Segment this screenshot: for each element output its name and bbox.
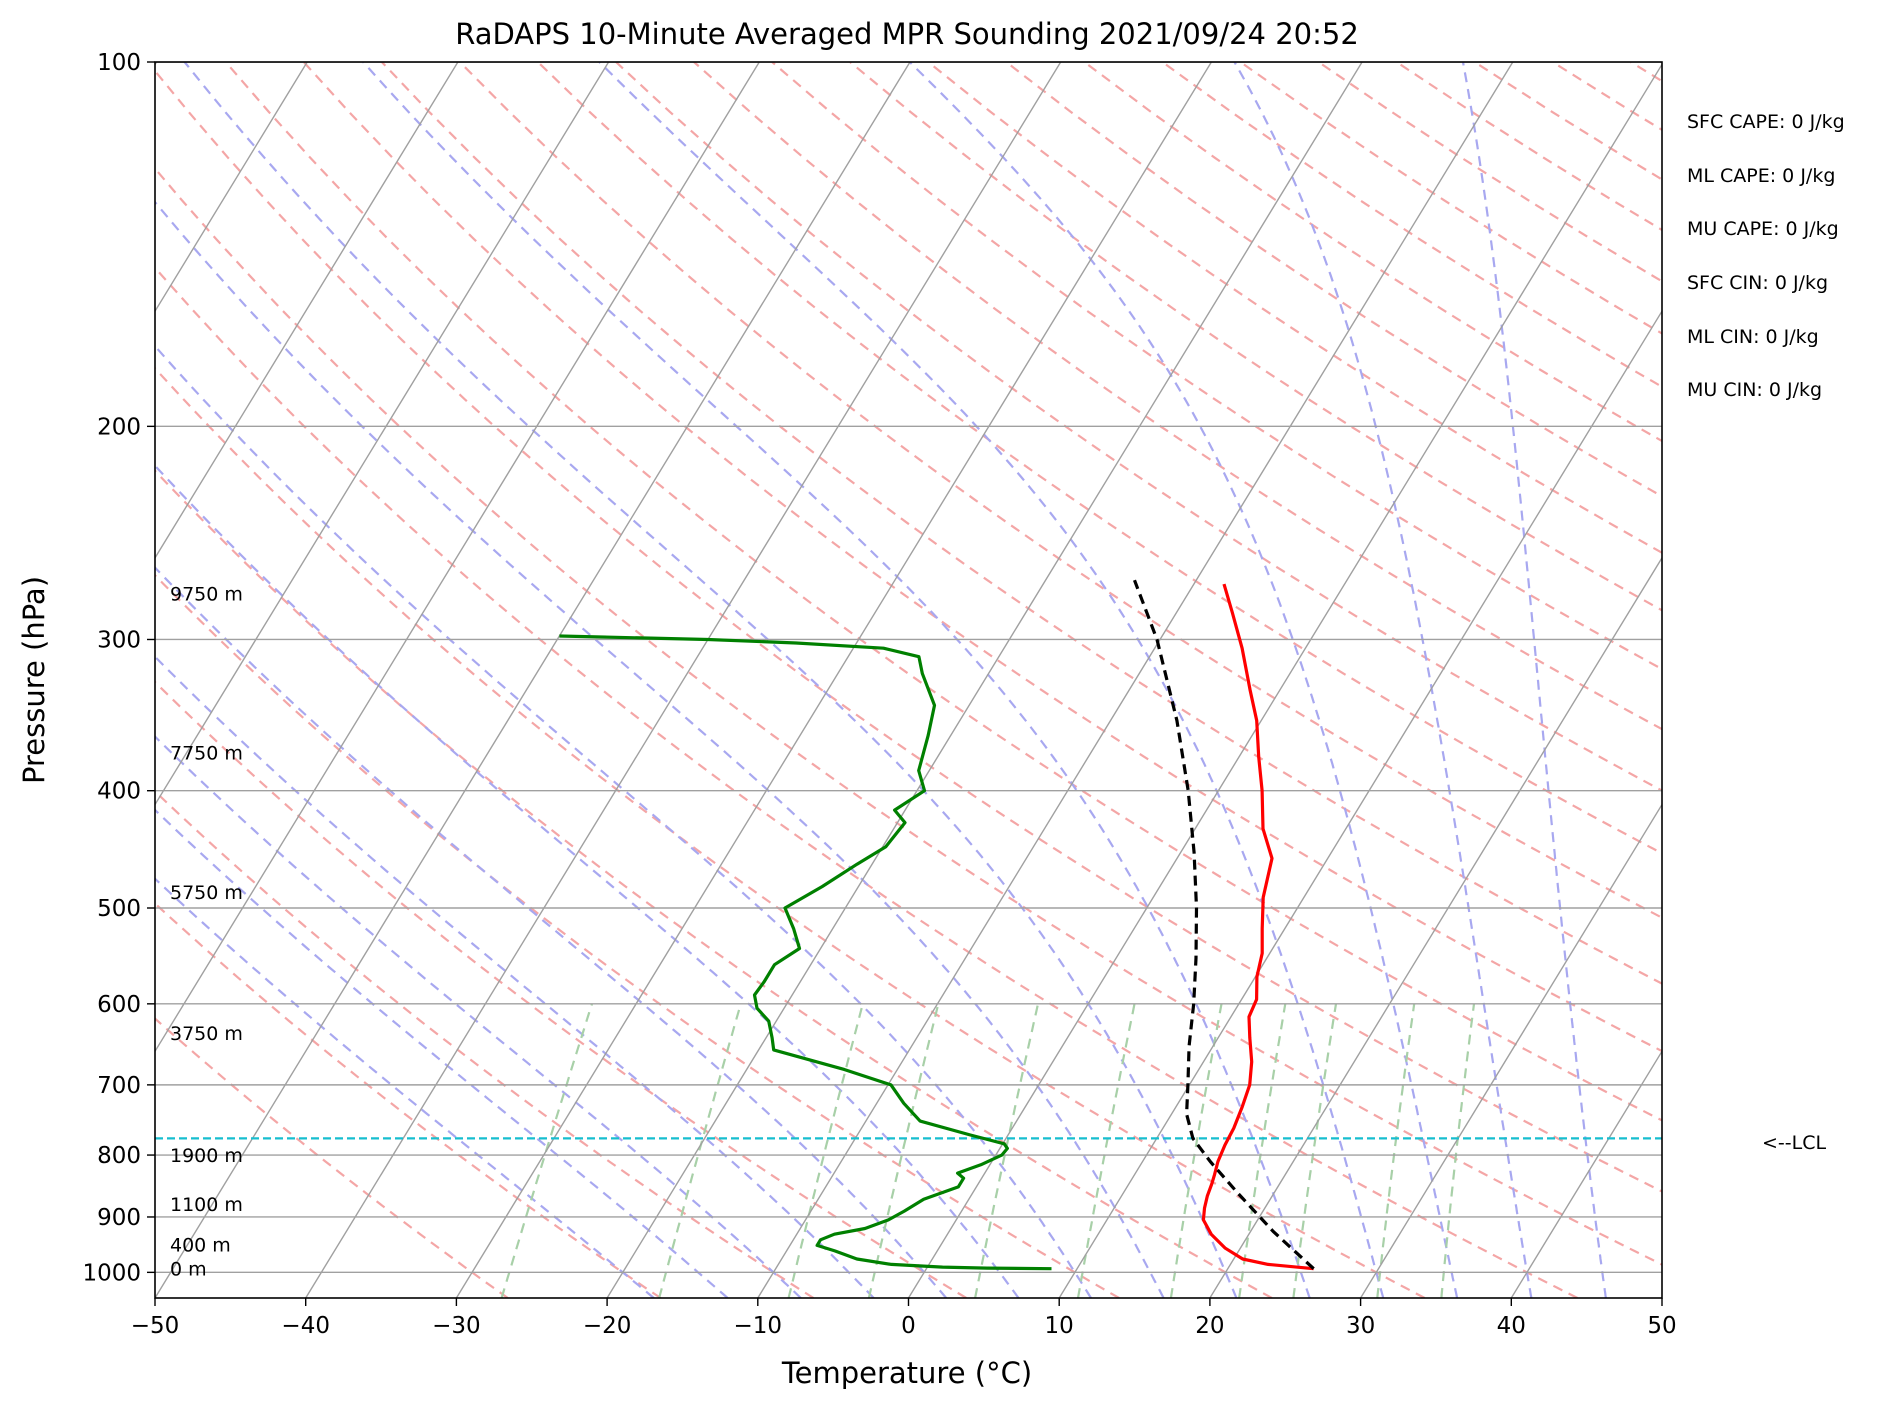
dry-adiabat-line [155,1017,509,1298]
y-tick-label: 500 [97,896,141,922]
stat-ml-cin: ML CIN: 0 J/kg [1687,326,1819,348]
height-label: 7750 m [170,743,243,765]
x-tick-label: −50 [131,1313,180,1339]
x-tick-label: 10 [1045,1313,1074,1339]
moist-adiabat-line [155,655,875,1298]
y-tick-label: 1000 [82,1260,141,1286]
y-tick-label: 600 [97,992,141,1018]
stat-mu-cape: MU CAPE: 0 J/kg [1687,218,1839,240]
moist-adiabat-line [183,62,1238,1298]
x-tick-label: 0 [901,1313,916,1339]
y-tick-label: 100 [97,50,141,76]
isotherm-line [1209,556,1662,1298]
dewpoint-profile-line [559,634,1052,1271]
isotherm-line [155,62,911,1298]
chart-title: RaDAPS 10-Minute Averaged MPR Sounding 2… [455,17,1359,51]
dry-adiabat-line [155,265,1578,1298]
mixing-ratio-line [500,1003,594,1298]
dry-adiabat-line [849,62,1662,612]
moist-adiabat-line [155,344,1092,1298]
y-axis-label: Pressure (hPa) [17,576,51,784]
height-label: 1100 m [170,1194,243,1216]
mixing-ratio-line [1169,1003,1223,1298]
moist-adiabat-line [155,464,1020,1298]
height-label: 3750 m [170,1023,243,1045]
isotherm-line [455,62,1212,1298]
dry-adiabat-line [537,62,1662,855]
x-axis-label: Temperature (°C) [781,1356,1032,1390]
dry-adiabat-line [155,366,1426,1298]
isotherm-line [1360,803,1662,1298]
x-tick-label: 40 [1497,1313,1526,1339]
moist-adiabat-line [155,877,655,1298]
dry-adiabat-line [155,69,1662,1193]
x-tick-label: 50 [1647,1313,1676,1339]
isotherm-line [1058,309,1662,1298]
x-tick-label: −20 [583,1313,632,1339]
dry-adiabat-line [155,166,1662,1266]
moist-adiabat-line [155,735,802,1298]
stat-sfc-cin: SFC CIN: 0 J/kg [1687,272,1828,294]
moist-adiabat-line [598,62,1385,1298]
moist-adiabat-line [908,62,1459,1298]
dry-adiabat-line [381,62,1662,985]
x-tick-label: 30 [1346,1313,1375,1339]
dry-adiabat-line [615,62,1662,792]
height-label: 400 m [170,1234,231,1256]
dry-adiabat-line [155,469,1273,1298]
y-tick-label: 700 [97,1073,141,1099]
y-tick-label: 200 [97,414,141,440]
stats-panel: SFC CAPE: 0 J/kg ML CAPE: 0 J/kg MU CAPE… [1687,111,1845,401]
y-tick-label: 800 [97,1143,141,1169]
moist-adiabat-line [1461,62,1607,1298]
height-label: 1900 m [170,1145,243,1167]
temperature-profile-line [1201,583,1314,1271]
moist-adiabat-line [362,62,1311,1298]
height-label: 9750 m [170,584,243,606]
isotherm-line [155,62,760,1053]
mixing-ratio-line [1440,1003,1476,1298]
isotherm-line [606,62,1363,1298]
stat-ml-cape: ML CAPE: 0 J/kg [1687,165,1835,187]
mixing-ratio-line [867,1003,940,1298]
x-tick-label: 20 [1195,1313,1224,1339]
moist-adiabat-line [155,808,729,1298]
y-tick-label: 400 [97,779,141,805]
dry-adiabat-line [302,62,1662,1053]
x-tick-label: −30 [432,1313,481,1339]
isotherm-line [305,62,1062,1298]
isotherm-line [1510,1049,1662,1298]
x-tick-label: −10 [734,1313,783,1339]
mixing-ratio-line [787,1003,864,1298]
stat-mu-cin: MU CIN: 0 J/kg [1687,379,1822,401]
isotherm-line [155,62,459,560]
lcl-label: <--LCL [1762,1132,1826,1154]
isotherm-line [907,63,1662,1298]
mixing-ratio-line [1376,1003,1416,1298]
dry-adiabat-line [155,573,1120,1298]
mixing-ratio-line [1292,1003,1338,1298]
parcel-profile-line [1133,579,1315,1270]
isotherm-line [757,62,1514,1298]
mixing-ratio-line [1076,1003,1136,1298]
moist-adiabat-line [1233,62,1533,1298]
y-tick-label: 300 [97,627,141,653]
y-tick-label: 900 [97,1205,141,1231]
isotherm-line [155,62,308,313]
height-label: 0 m [170,1259,207,1281]
x-tick-label: −40 [281,1313,330,1339]
mixing-ratio-line [974,1003,1040,1298]
stat-sfc-cape: SFC CAPE: 0 J/kg [1687,111,1845,133]
height-label: 5750 m [170,882,243,904]
moist-adiabat-line [155,200,1165,1298]
isotherm-line [155,62,610,806]
mixing-ratio-line [658,1003,742,1298]
